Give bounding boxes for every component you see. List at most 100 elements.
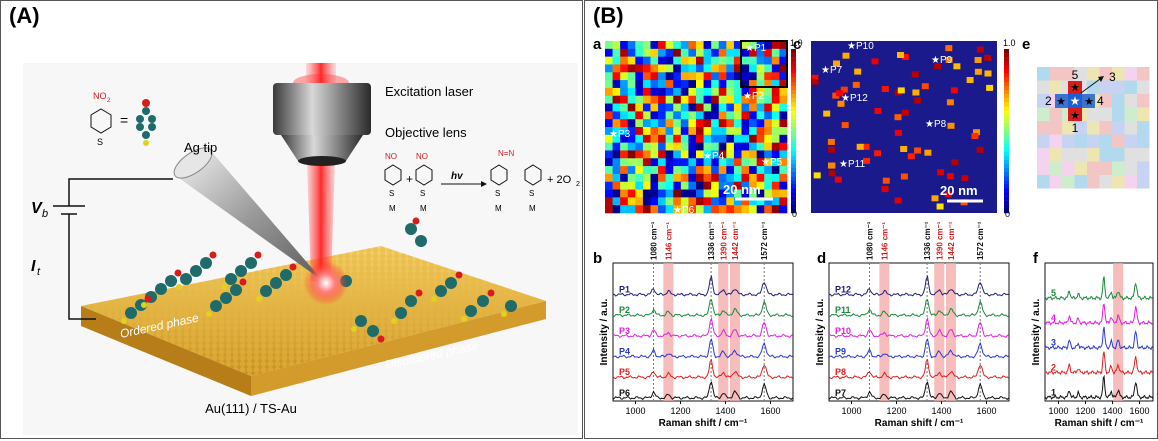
map-a-pixel bbox=[605, 48, 613, 57]
spectrum-line bbox=[1044, 326, 1154, 351]
map-a-pixel bbox=[650, 150, 659, 159]
cbar-c-min: 0 bbox=[1005, 209, 1010, 219]
spectrum-label: 2 bbox=[1051, 362, 1056, 372]
map-a-pixel bbox=[779, 72, 788, 81]
map-e-pixel bbox=[1049, 175, 1062, 189]
map-a-pixel bbox=[696, 197, 704, 206]
map-a-pixel bbox=[741, 134, 750, 143]
map-a-pixel bbox=[658, 72, 666, 81]
map-a-pixel bbox=[779, 166, 788, 175]
svg-text:+ 2O: + 2O bbox=[547, 174, 572, 186]
map-a-pixel bbox=[726, 87, 735, 97]
spectrum-line bbox=[612, 316, 793, 338]
colorbar-a-segment bbox=[791, 200, 796, 205]
map-a-pixel bbox=[650, 103, 659, 112]
map-a-pixel bbox=[620, 173, 629, 183]
map-a-pixel bbox=[696, 80, 704, 89]
map-a-pixel bbox=[635, 41, 644, 50]
map-a-pixel bbox=[635, 166, 644, 175]
map-c-point-label: ★P7 bbox=[821, 65, 843, 76]
spectrum-label: P10 bbox=[835, 326, 851, 336]
peak-label: 1572 cm⁻¹ bbox=[976, 221, 985, 260]
map-c-pixel bbox=[946, 99, 954, 106]
map-c-pixel bbox=[911, 71, 919, 78]
map-a-pixel bbox=[726, 150, 735, 159]
map-e-pixel bbox=[1037, 94, 1050, 108]
map-a-pixel bbox=[612, 197, 621, 206]
colorbar-c-segment bbox=[1004, 159, 1009, 164]
map-a-pixel bbox=[733, 134, 742, 143]
map-e-pixel bbox=[1049, 161, 1062, 175]
colorbar-a bbox=[791, 49, 796, 214]
svg-text:★: ★ bbox=[1070, 82, 1080, 94]
map-a-pixel bbox=[749, 173, 757, 183]
colorbar-a-segment bbox=[791, 135, 796, 140]
map-c-pixel bbox=[951, 159, 959, 166]
map-a-pixel bbox=[627, 142, 636, 151]
map-a-pixel bbox=[696, 181, 704, 190]
map-a-pixel bbox=[665, 95, 674, 104]
map-c-point-label: ★P9 bbox=[931, 55, 953, 66]
map-a-pixel bbox=[749, 181, 757, 190]
map-a-pixel bbox=[612, 48, 621, 57]
map-a-pixel bbox=[703, 173, 712, 183]
map-a-pixel bbox=[673, 95, 682, 104]
map-e-pixel bbox=[1112, 134, 1125, 148]
map-a-pixel bbox=[749, 197, 757, 206]
map-c-pixel bbox=[836, 90, 843, 97]
map-a-pixel bbox=[771, 80, 780, 89]
map-a-pixel bbox=[665, 80, 674, 89]
spectrum-line bbox=[829, 275, 1009, 297]
map-a-pixel bbox=[771, 173, 780, 183]
map-c-pixel bbox=[840, 86, 848, 93]
svg-text:S: S bbox=[529, 189, 534, 198]
map-e-pixel bbox=[1099, 107, 1112, 121]
map-a-pixel bbox=[605, 181, 613, 190]
map-a-pixel bbox=[703, 158, 712, 167]
colorbar-c-segment bbox=[1004, 180, 1009, 185]
map-a-pixel bbox=[650, 119, 659, 128]
map-e-pixel bbox=[1037, 175, 1050, 189]
map-a-pixel bbox=[658, 127, 666, 136]
map-a-pixel bbox=[711, 134, 720, 143]
map-a-pixel bbox=[627, 150, 636, 159]
peak-label: 1146 cm⁻¹ bbox=[664, 222, 673, 260]
map-a-pixel bbox=[658, 150, 666, 159]
colorbar-c-segment bbox=[1004, 147, 1009, 152]
map-a-pixel bbox=[642, 158, 651, 167]
gold-substrate bbox=[81, 246, 546, 396]
map-a-pixel bbox=[673, 150, 682, 159]
map-c-pixel bbox=[953, 63, 961, 70]
map-a-pixel bbox=[673, 111, 682, 120]
map-a-pixel bbox=[680, 205, 689, 214]
map-a-pixel bbox=[711, 173, 720, 183]
map-a-pixel bbox=[680, 111, 689, 120]
spectrum-label: P8 bbox=[835, 367, 846, 377]
map-a-pixel bbox=[612, 134, 621, 143]
map-a-pixel bbox=[658, 166, 666, 175]
map-a-pixel bbox=[665, 134, 674, 143]
map-a-pixel bbox=[627, 64, 636, 73]
map-a-pixel bbox=[650, 72, 659, 81]
colorbar-a-segment bbox=[791, 102, 796, 107]
map-a-pixel bbox=[635, 142, 644, 151]
x-tick-label: 1600 bbox=[976, 406, 996, 416]
map-a-pixel bbox=[726, 181, 735, 190]
colorbar-c-segment bbox=[1004, 126, 1009, 132]
map-a-pixel bbox=[650, 56, 659, 65]
map-a-pixel bbox=[741, 56, 750, 65]
map-a-pixel bbox=[703, 181, 712, 190]
map-a-pixel bbox=[680, 119, 689, 128]
colorbar-a-segment bbox=[791, 118, 796, 123]
colorbar-a-segment bbox=[791, 98, 796, 103]
map-e-pixel bbox=[1137, 148, 1150, 162]
map-a-pixel bbox=[620, 197, 629, 206]
cbar-c-max: 1.0 bbox=[1003, 38, 1016, 48]
y-axis-label: Intensity / a.u. bbox=[815, 298, 826, 365]
map-a-pixel bbox=[642, 48, 651, 57]
map-a-pixel bbox=[688, 181, 697, 190]
map-a-pixel bbox=[627, 80, 636, 89]
peak-label: 1146 cm⁻¹ bbox=[880, 222, 889, 260]
map-a-pixel bbox=[680, 127, 689, 136]
map-a-pixel bbox=[733, 158, 742, 167]
